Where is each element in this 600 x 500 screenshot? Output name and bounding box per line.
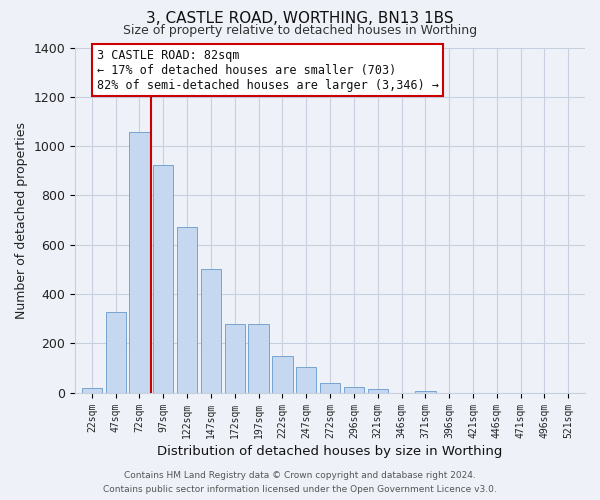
Text: 3 CASTLE ROAD: 82sqm
← 17% of detached houses are smaller (703)
82% of semi-deta: 3 CASTLE ROAD: 82sqm ← 17% of detached h…: [97, 48, 439, 92]
Bar: [201, 268, 221, 392]
Bar: [153, 166, 173, 392]
Text: Size of property relative to detached houses in Worthing: Size of property relative to detached ho…: [123, 24, 477, 37]
Text: 3, CASTLE ROAD, WORTHING, BN13 1BS: 3, CASTLE ROAD, WORTHING, BN13 1BS: [146, 11, 454, 26]
Bar: [177, 227, 197, 392]
Bar: [368, 389, 388, 392]
Y-axis label: Number of detached properties: Number of detached properties: [15, 122, 28, 318]
Bar: [344, 387, 364, 392]
Bar: [224, 324, 245, 392]
Bar: [82, 388, 102, 392]
Bar: [296, 366, 316, 392]
Bar: [272, 356, 293, 393]
Text: Contains HM Land Registry data © Crown copyright and database right 2024.
Contai: Contains HM Land Registry data © Crown c…: [103, 472, 497, 494]
Bar: [248, 324, 269, 392]
X-axis label: Distribution of detached houses by size in Worthing: Distribution of detached houses by size …: [157, 444, 503, 458]
Bar: [320, 382, 340, 392]
Bar: [106, 312, 126, 392]
Bar: [130, 132, 149, 392]
Bar: [415, 390, 436, 392]
